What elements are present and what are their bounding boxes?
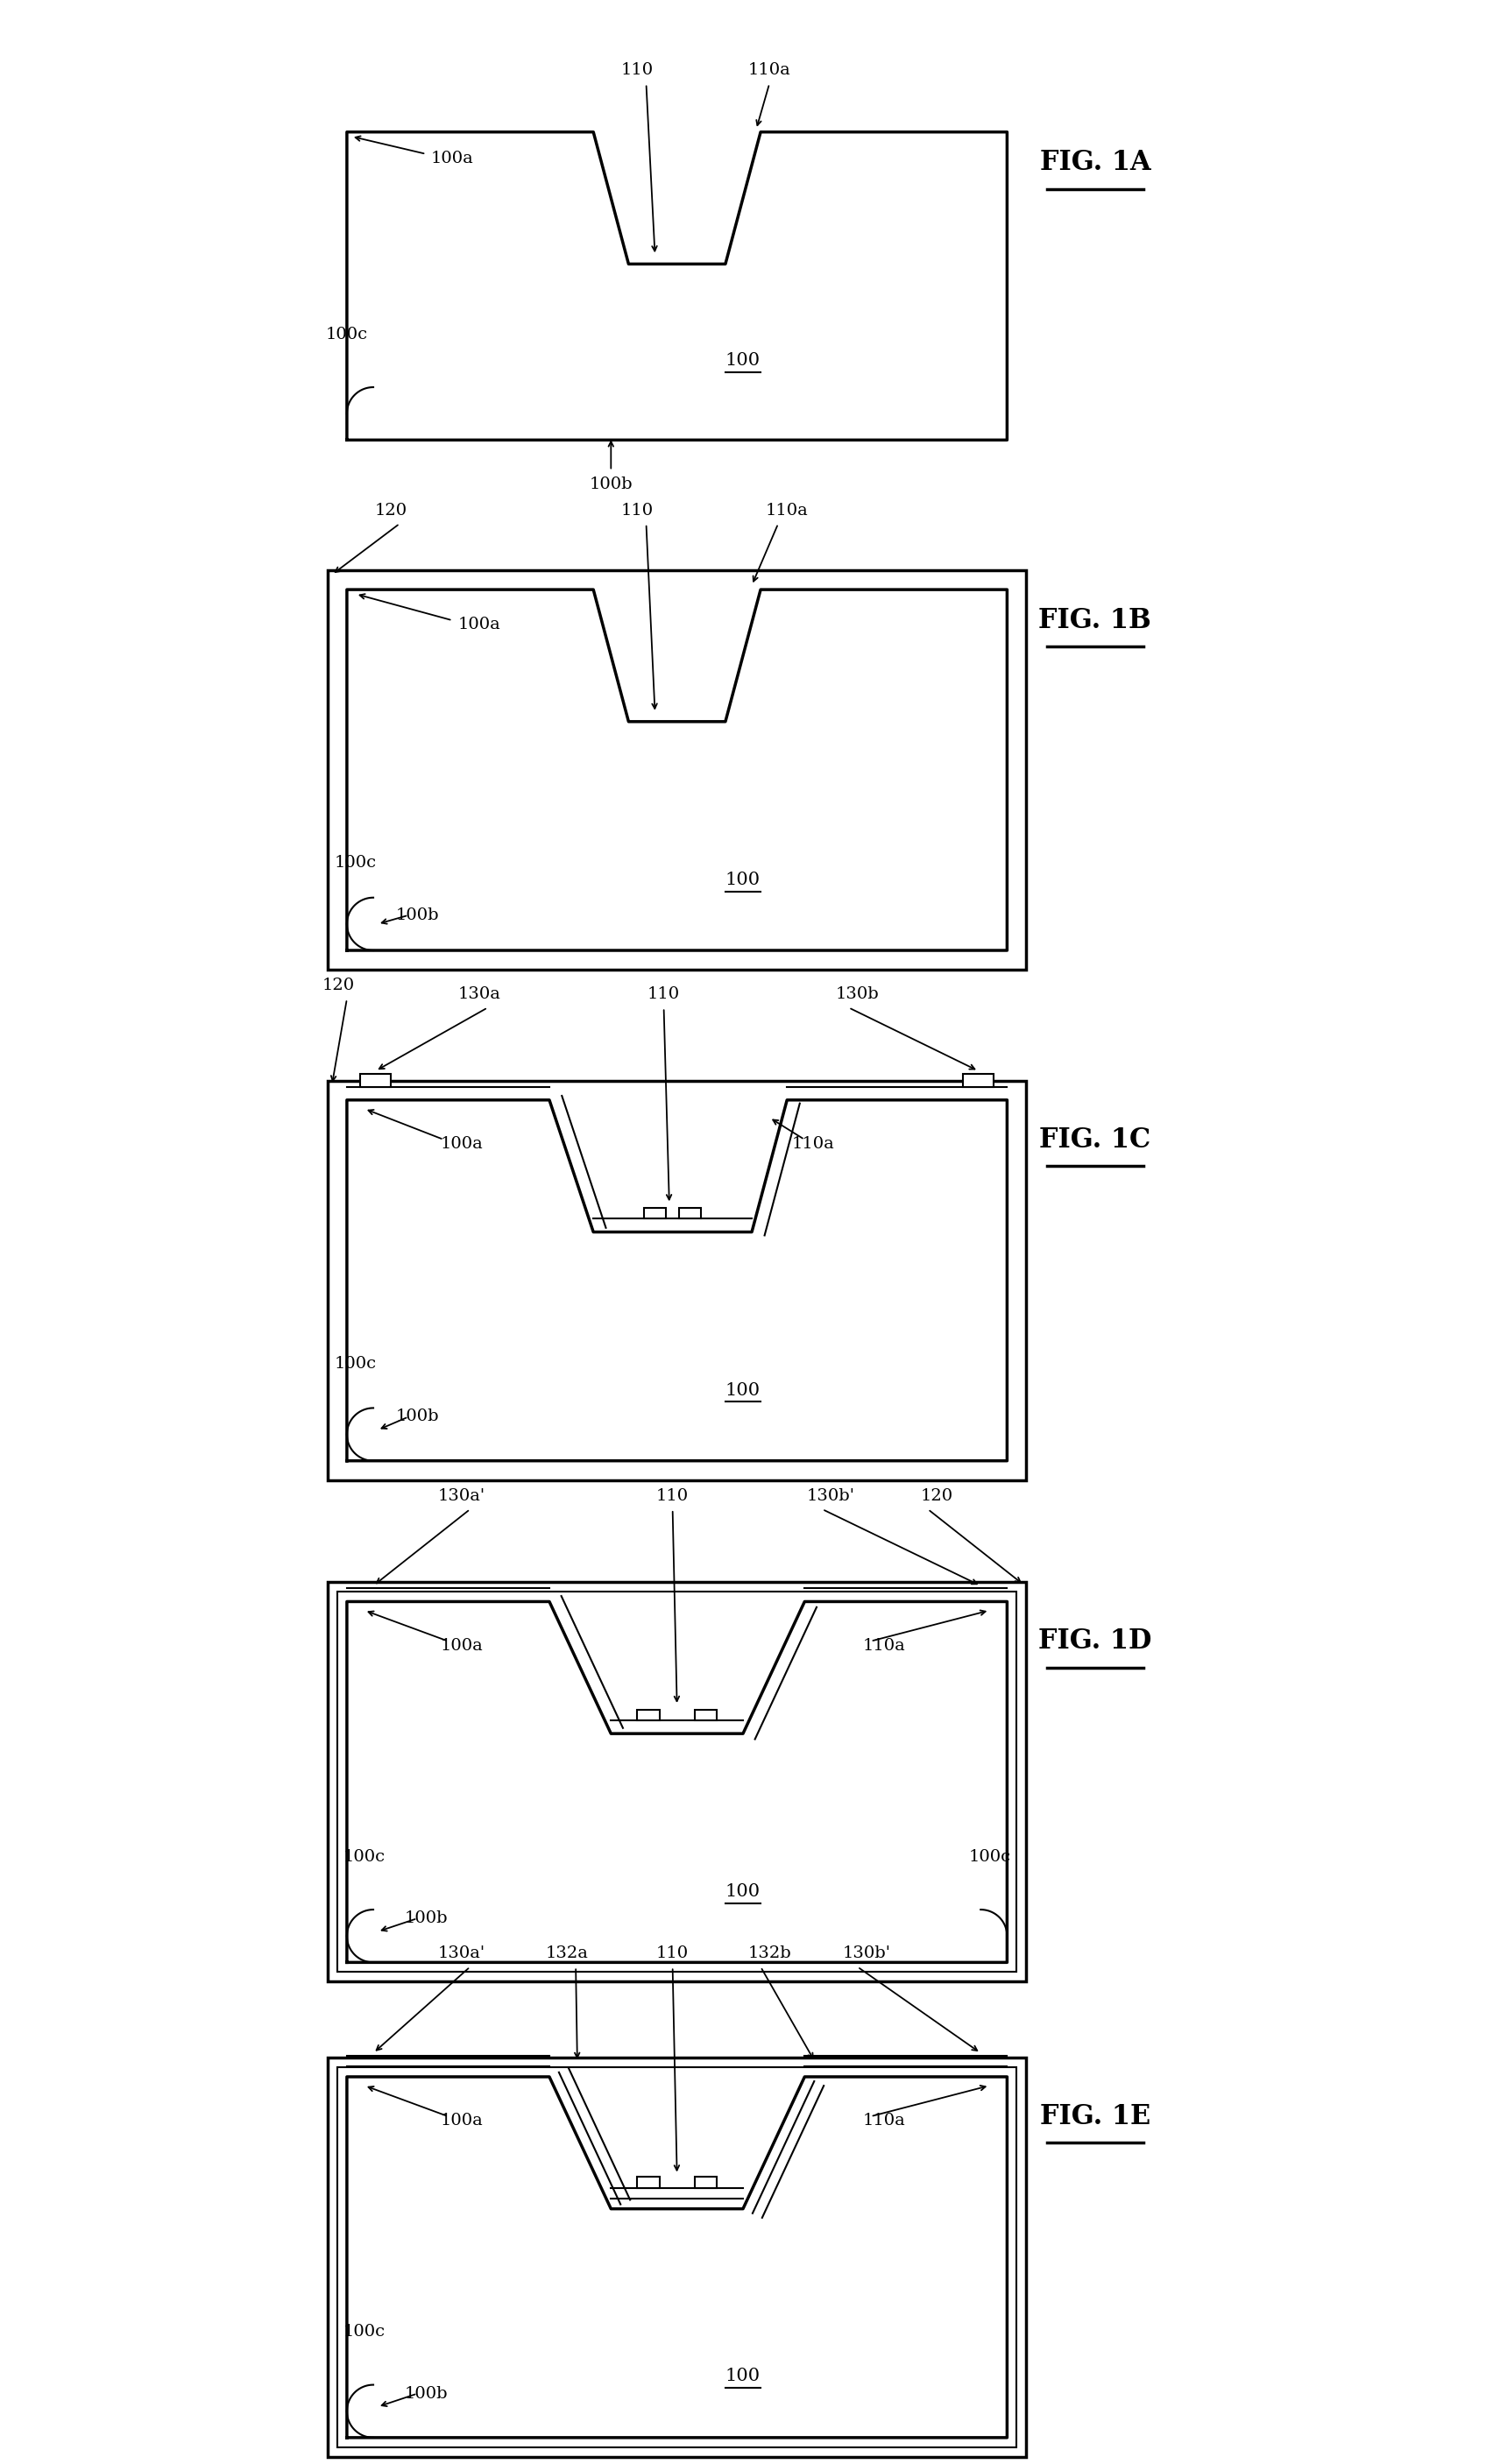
Text: 100c: 100c [343, 1848, 385, 1865]
Text: 110a: 110a [765, 503, 808, 517]
Bar [327, 1082, 1027, 1481]
Text: 132b: 132b [747, 1947, 791, 1961]
Text: 110a: 110a [747, 62, 791, 79]
Text: 100c: 100c [969, 1848, 1010, 1865]
Text: 130b: 130b [835, 986, 880, 1003]
Text: 130a': 130a' [437, 1488, 484, 1503]
Bar [679, 1207, 701, 1220]
Bar [694, 2178, 716, 2188]
Text: 130b': 130b' [843, 1947, 890, 1961]
Text: 130a: 130a [458, 986, 501, 1003]
Text: 110: 110 [621, 62, 654, 79]
Text: 110: 110 [657, 1488, 690, 1503]
Text: 132a: 132a [545, 1947, 588, 1961]
Text: 100c: 100c [325, 328, 369, 342]
Text: 110a: 110a [862, 2114, 905, 2129]
Bar [337, 1592, 1016, 1971]
Text: 100: 100 [725, 872, 761, 890]
Text: 100b: 100b [395, 907, 438, 924]
Text: FIG. 1C: FIG. 1C [1039, 1126, 1150, 1153]
Text: 100b: 100b [590, 476, 633, 493]
Text: 100c: 100c [334, 1355, 377, 1372]
Text: 130a': 130a' [437, 1947, 484, 1961]
Bar [637, 2178, 660, 2188]
Text: FIG. 1A: FIG. 1A [1040, 150, 1150, 177]
Text: 130b': 130b' [807, 1488, 854, 1503]
Bar [327, 569, 1027, 971]
Text: 110a: 110a [862, 1639, 905, 1653]
Bar [327, 2057, 1027, 2457]
Text: 100: 100 [725, 1882, 761, 1900]
Bar [637, 1710, 660, 1720]
Bar [643, 1207, 666, 1220]
Text: 100c: 100c [343, 2324, 385, 2341]
Text: 100c: 100c [334, 855, 377, 870]
Text: 110: 110 [621, 503, 654, 517]
Text: 110: 110 [657, 1947, 690, 1961]
Bar [694, 1710, 716, 1720]
Text: 100a: 100a [440, 2114, 483, 2129]
Text: 100: 100 [725, 352, 761, 370]
Text: 100: 100 [725, 1382, 761, 1400]
Text: 100a: 100a [431, 150, 474, 165]
Bar [360, 1074, 391, 1087]
Bar [327, 1582, 1027, 1981]
Text: 120: 120 [322, 978, 354, 993]
Text: FIG. 1D: FIG. 1D [1039, 1629, 1152, 1656]
Text: 100b: 100b [404, 2385, 447, 2402]
Bar [337, 2067, 1016, 2447]
Text: 100a: 100a [440, 1639, 483, 1653]
Text: 100: 100 [725, 2368, 761, 2385]
Bar [963, 1074, 994, 1087]
Text: 100a: 100a [440, 1136, 483, 1151]
Text: FIG. 1B: FIG. 1B [1039, 606, 1152, 633]
Text: 120: 120 [920, 1488, 953, 1503]
Text: 100b: 100b [395, 1409, 438, 1424]
Text: 100b: 100b [404, 1910, 447, 1927]
Text: FIG. 1E: FIG. 1E [1040, 2102, 1150, 2129]
Text: 100a: 100a [458, 616, 501, 633]
Text: 110a: 110a [792, 1136, 835, 1151]
Text: 120: 120 [374, 503, 407, 517]
Text: 110: 110 [648, 986, 681, 1003]
